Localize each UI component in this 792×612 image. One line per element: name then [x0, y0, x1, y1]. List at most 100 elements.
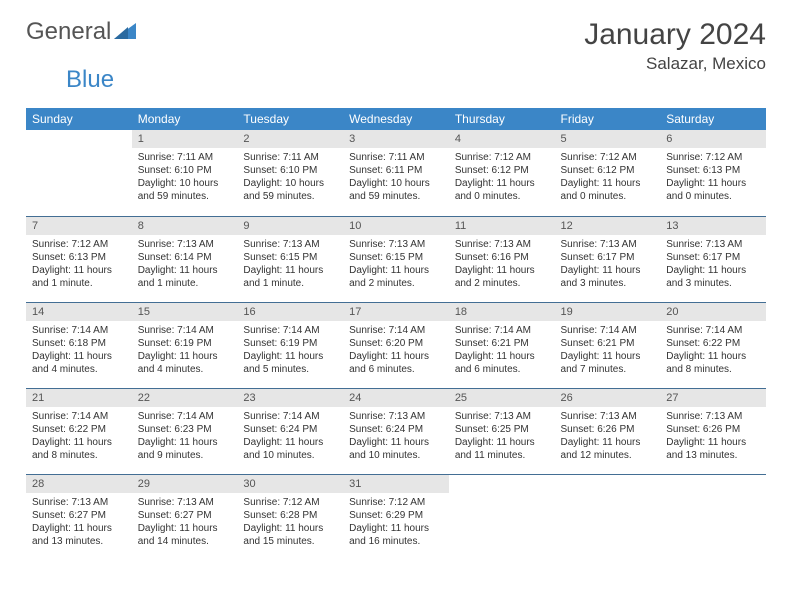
day-line: Sunrise: 7:11 AM: [349, 151, 443, 164]
day-body: Sunrise: 7:14 AMSunset: 6:19 PMDaylight:…: [132, 321, 238, 380]
day-header: Tuesday: [237, 108, 343, 130]
day-body: Sunrise: 7:13 AMSunset: 6:27 PMDaylight:…: [132, 493, 238, 552]
day-body: Sunrise: 7:11 AMSunset: 6:10 PMDaylight:…: [132, 148, 238, 207]
day-line: Sunrise: 7:13 AM: [349, 238, 443, 251]
calendar-cell: 1Sunrise: 7:11 AMSunset: 6:10 PMDaylight…: [132, 130, 238, 216]
day-line: Daylight: 11 hours and 2 minutes.: [349, 264, 443, 290]
day-line: Sunset: 6:17 PM: [666, 251, 760, 264]
day-number: 20: [660, 303, 766, 321]
day-line: Sunset: 6:27 PM: [32, 509, 126, 522]
day-line: Sunset: 6:15 PM: [243, 251, 337, 264]
calendar-cell: 6Sunrise: 7:12 AMSunset: 6:13 PMDaylight…: [660, 130, 766, 216]
day-number: 5: [555, 130, 661, 148]
day-line: Sunset: 6:29 PM: [349, 509, 443, 522]
title-block: January 2024 Salazar, Mexico: [584, 18, 766, 74]
day-number: 19: [555, 303, 661, 321]
day-header: Saturday: [660, 108, 766, 130]
brand-part1: General: [26, 18, 111, 46]
day-line: Sunset: 6:13 PM: [32, 251, 126, 264]
day-number: 9: [237, 217, 343, 235]
brand-triangle-icon: [114, 21, 136, 44]
calendar-cell: 20Sunrise: 7:14 AMSunset: 6:22 PMDayligh…: [660, 302, 766, 388]
day-line: Sunset: 6:10 PM: [138, 164, 232, 177]
calendar-cell: 9Sunrise: 7:13 AMSunset: 6:15 PMDaylight…: [237, 216, 343, 302]
calendar-cell: 27Sunrise: 7:13 AMSunset: 6:26 PMDayligh…: [660, 388, 766, 474]
day-body: Sunrise: 7:12 AMSunset: 6:13 PMDaylight:…: [660, 148, 766, 207]
day-line: Sunrise: 7:11 AM: [138, 151, 232, 164]
day-line: Sunrise: 7:14 AM: [32, 324, 126, 337]
calendar-cell: 21Sunrise: 7:14 AMSunset: 6:22 PMDayligh…: [26, 388, 132, 474]
calendar-cell: 24Sunrise: 7:13 AMSunset: 6:24 PMDayligh…: [343, 388, 449, 474]
calendar-cell: 4Sunrise: 7:12 AMSunset: 6:12 PMDaylight…: [449, 130, 555, 216]
day-line: Daylight: 11 hours and 0 minutes.: [666, 177, 760, 203]
day-line: Sunset: 6:22 PM: [666, 337, 760, 350]
day-line: Sunrise: 7:13 AM: [138, 238, 232, 251]
day-body: Sunrise: 7:14 AMSunset: 6:22 PMDaylight:…: [26, 407, 132, 466]
day-line: Sunset: 6:15 PM: [349, 251, 443, 264]
day-line: Daylight: 11 hours and 3 minutes.: [666, 264, 760, 290]
day-line: Sunrise: 7:13 AM: [349, 410, 443, 423]
day-line: Sunset: 6:12 PM: [455, 164, 549, 177]
day-number: 30: [237, 475, 343, 493]
day-body: Sunrise: 7:13 AMSunset: 6:14 PMDaylight:…: [132, 235, 238, 294]
day-line: Daylight: 11 hours and 4 minutes.: [32, 350, 126, 376]
day-line: Sunset: 6:12 PM: [561, 164, 655, 177]
day-line: Sunset: 6:19 PM: [243, 337, 337, 350]
calendar-week: 14Sunrise: 7:14 AMSunset: 6:18 PMDayligh…: [26, 302, 766, 388]
day-line: Sunrise: 7:13 AM: [138, 496, 232, 509]
day-line: Sunset: 6:25 PM: [455, 423, 549, 436]
day-number: 15: [132, 303, 238, 321]
day-body: Sunrise: 7:12 AMSunset: 6:29 PMDaylight:…: [343, 493, 449, 552]
calendar-cell: 23Sunrise: 7:14 AMSunset: 6:24 PMDayligh…: [237, 388, 343, 474]
day-header: Thursday: [449, 108, 555, 130]
day-line: Sunset: 6:24 PM: [243, 423, 337, 436]
day-line: Sunset: 6:27 PM: [138, 509, 232, 522]
calendar-cell: 28Sunrise: 7:13 AMSunset: 6:27 PMDayligh…: [26, 474, 132, 560]
day-line: Daylight: 11 hours and 15 minutes.: [243, 522, 337, 548]
calendar-cell: 11Sunrise: 7:13 AMSunset: 6:16 PMDayligh…: [449, 216, 555, 302]
day-number: 29: [132, 475, 238, 493]
day-line: Sunrise: 7:12 AM: [455, 151, 549, 164]
day-number: 28: [26, 475, 132, 493]
day-line: Sunset: 6:17 PM: [561, 251, 655, 264]
calendar-week: 7Sunrise: 7:12 AMSunset: 6:13 PMDaylight…: [26, 216, 766, 302]
day-line: Sunset: 6:28 PM: [243, 509, 337, 522]
month-title: January 2024: [584, 18, 766, 52]
day-line: Sunrise: 7:14 AM: [455, 324, 549, 337]
calendar-cell: [660, 474, 766, 560]
day-body: Sunrise: 7:14 AMSunset: 6:20 PMDaylight:…: [343, 321, 449, 380]
day-line: Sunset: 6:10 PM: [243, 164, 337, 177]
day-line: Sunset: 6:21 PM: [455, 337, 549, 350]
calendar-cell: 7Sunrise: 7:12 AMSunset: 6:13 PMDaylight…: [26, 216, 132, 302]
day-body: Sunrise: 7:14 AMSunset: 6:23 PMDaylight:…: [132, 407, 238, 466]
day-number: 12: [555, 217, 661, 235]
day-line: Daylight: 11 hours and 1 minute.: [243, 264, 337, 290]
day-line: Daylight: 11 hours and 6 minutes.: [349, 350, 443, 376]
day-line: Sunrise: 7:14 AM: [666, 324, 760, 337]
calendar-cell: 13Sunrise: 7:13 AMSunset: 6:17 PMDayligh…: [660, 216, 766, 302]
calendar-week: 21Sunrise: 7:14 AMSunset: 6:22 PMDayligh…: [26, 388, 766, 474]
calendar-cell: 15Sunrise: 7:14 AMSunset: 6:19 PMDayligh…: [132, 302, 238, 388]
day-number: 4: [449, 130, 555, 148]
calendar-week: 1Sunrise: 7:11 AMSunset: 6:10 PMDaylight…: [26, 130, 766, 216]
day-body: Sunrise: 7:13 AMSunset: 6:26 PMDaylight:…: [660, 407, 766, 466]
day-body: Sunrise: 7:14 AMSunset: 6:24 PMDaylight:…: [237, 407, 343, 466]
day-line: Daylight: 10 hours and 59 minutes.: [138, 177, 232, 203]
day-line: Daylight: 11 hours and 10 minutes.: [243, 436, 337, 462]
day-body: Sunrise: 7:14 AMSunset: 6:19 PMDaylight:…: [237, 321, 343, 380]
calendar-cell: 16Sunrise: 7:14 AMSunset: 6:19 PMDayligh…: [237, 302, 343, 388]
day-line: Daylight: 11 hours and 13 minutes.: [666, 436, 760, 462]
day-number: 7: [26, 217, 132, 235]
calendar-cell: 3Sunrise: 7:11 AMSunset: 6:11 PMDaylight…: [343, 130, 449, 216]
day-number: 16: [237, 303, 343, 321]
day-line: Sunset: 6:26 PM: [561, 423, 655, 436]
brand-logo: General: [26, 18, 138, 46]
day-body: Sunrise: 7:14 AMSunset: 6:21 PMDaylight:…: [555, 321, 661, 380]
calendar-cell: [26, 130, 132, 216]
day-line: Daylight: 10 hours and 59 minutes.: [349, 177, 443, 203]
day-line: Sunrise: 7:12 AM: [561, 151, 655, 164]
day-body: Sunrise: 7:13 AMSunset: 6:16 PMDaylight:…: [449, 235, 555, 294]
day-body: Sunrise: 7:13 AMSunset: 6:15 PMDaylight:…: [237, 235, 343, 294]
calendar-cell: 10Sunrise: 7:13 AMSunset: 6:15 PMDayligh…: [343, 216, 449, 302]
day-header: Friday: [555, 108, 661, 130]
